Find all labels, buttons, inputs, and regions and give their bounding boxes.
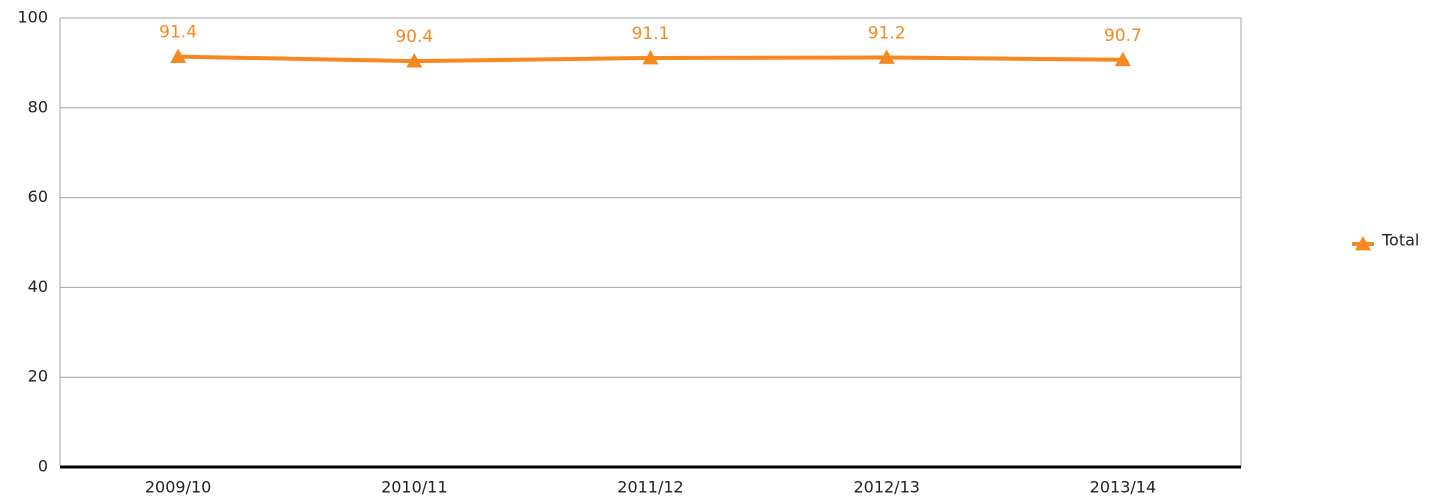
y-tick-label: 100 xyxy=(17,8,48,27)
y-tick-label: 0 xyxy=(38,457,48,476)
y-tick-label: 60 xyxy=(28,187,48,206)
legend-label: Total xyxy=(1381,231,1419,250)
x-tick-label: 2011/12 xyxy=(617,478,683,497)
point-marker xyxy=(406,53,423,68)
point-marker xyxy=(878,49,895,64)
x-tick-label: 2009/10 xyxy=(145,478,211,497)
point-marker xyxy=(1114,51,1131,67)
data-label: 91.2 xyxy=(868,24,906,44)
data-label: 91.4 xyxy=(159,23,197,43)
y-tick-label: 40 xyxy=(28,277,48,296)
data-label: 90.7 xyxy=(1104,26,1142,46)
legend-marker xyxy=(1355,236,1371,251)
x-tick-label: 2010/11 xyxy=(381,478,447,497)
y-tick-label: 20 xyxy=(28,367,48,386)
data-label: 90.4 xyxy=(395,27,433,47)
x-tick-label: 2012/13 xyxy=(853,478,919,497)
data-label: 91.1 xyxy=(632,24,670,44)
point-marker xyxy=(170,48,187,64)
y-tick-label: 80 xyxy=(28,97,48,116)
point-marker xyxy=(642,49,659,65)
x-tick-label: 2013/14 xyxy=(1090,478,1156,497)
